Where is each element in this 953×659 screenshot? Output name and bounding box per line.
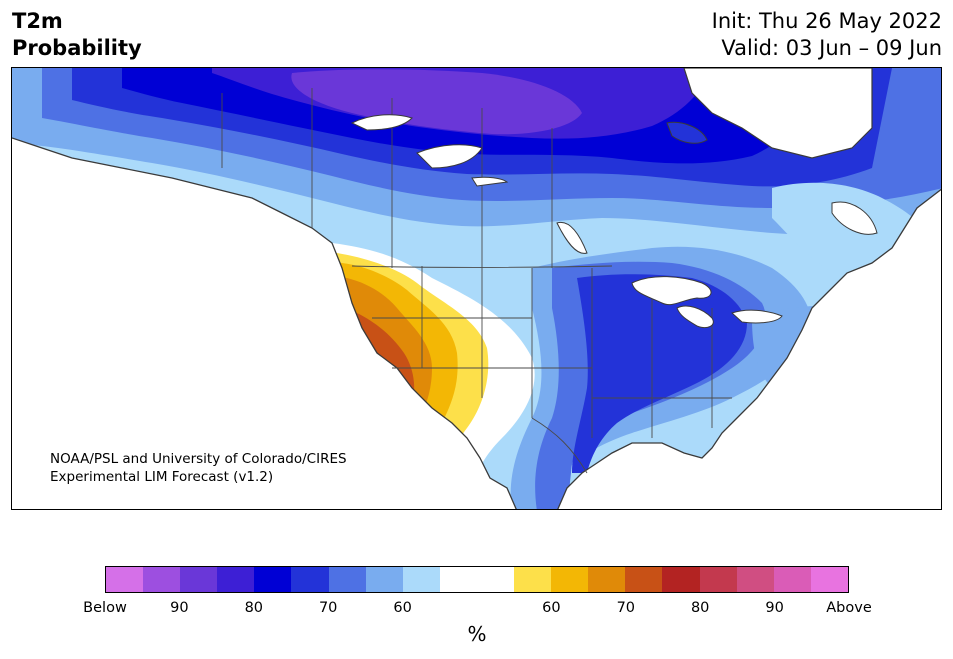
date-info: Init: Thu 26 May 2022 Valid: 03 Jun – 09…	[712, 8, 942, 62]
colorbar-swatch	[588, 567, 626, 592]
colorbar-tick-label: 70	[616, 600, 636, 616]
colorbar-swatch	[106, 567, 144, 592]
colorbar-tick-label: 60	[542, 600, 561, 616]
colorbar-swatch	[402, 567, 440, 592]
colorbar-tick-label: 90	[170, 600, 189, 616]
colorbar-tick-label: 90	[765, 600, 784, 616]
colorbar-swatch	[736, 567, 774, 592]
colorbar-swatch	[476, 567, 515, 592]
colorbar	[105, 566, 849, 593]
colorbar-swatch	[625, 567, 663, 592]
init-date: Init: Thu 26 May 2022	[711, 9, 942, 33]
colorbar-ticks: Below 90 80 70 60 60 70 80 90 Above	[0, 600, 953, 620]
colorbar-swatch	[180, 567, 218, 592]
credit-line-1: NOAA/PSL and University of Colorado/CIRE…	[50, 451, 347, 467]
colorbar-swatch	[810, 567, 848, 592]
colorbar-swatch	[365, 567, 403, 592]
colorbar-swatch	[254, 567, 292, 592]
colorbar-swatch	[551, 567, 589, 592]
colorbar-tick-label: Above	[826, 600, 872, 616]
colorbar-swatch	[699, 567, 737, 592]
colorbar-tick-label: 60	[393, 600, 412, 616]
colorbar-swatch	[143, 567, 181, 592]
colorbar-tick-label: 70	[318, 600, 338, 616]
colorbar-swatch	[514, 567, 552, 592]
colorbar-swatch	[662, 567, 700, 592]
valid-range: Valid: 03 Jun – 09 Jun	[721, 36, 942, 60]
colorbar-swatch	[439, 567, 477, 592]
colorbar-unit: %	[467, 622, 487, 646]
map-title: T2m Probability	[12, 8, 142, 62]
map-canvas	[12, 68, 941, 509]
title-line-1: T2m	[12, 9, 63, 33]
title-line-2: Probability	[12, 36, 142, 60]
credit-line-2: Experimental LIM Forecast (v1.2)	[50, 469, 274, 485]
lakes	[350, 114, 783, 329]
forecast-map: NOAA/PSL and University of Colorado/CIRE…	[11, 67, 942, 510]
colorbar-swatch	[217, 567, 255, 592]
data-credit: NOAA/PSL and University of Colorado/CIRE…	[50, 450, 347, 486]
colorbar-tick-label: 80	[244, 600, 264, 616]
colorbar-tick-label: Below	[83, 600, 127, 616]
colorbar-swatch	[773, 567, 811, 592]
colorbar-swatch	[291, 567, 329, 592]
colorbar-tick-label: 80	[690, 600, 710, 616]
colorbar-swatch	[328, 567, 366, 592]
